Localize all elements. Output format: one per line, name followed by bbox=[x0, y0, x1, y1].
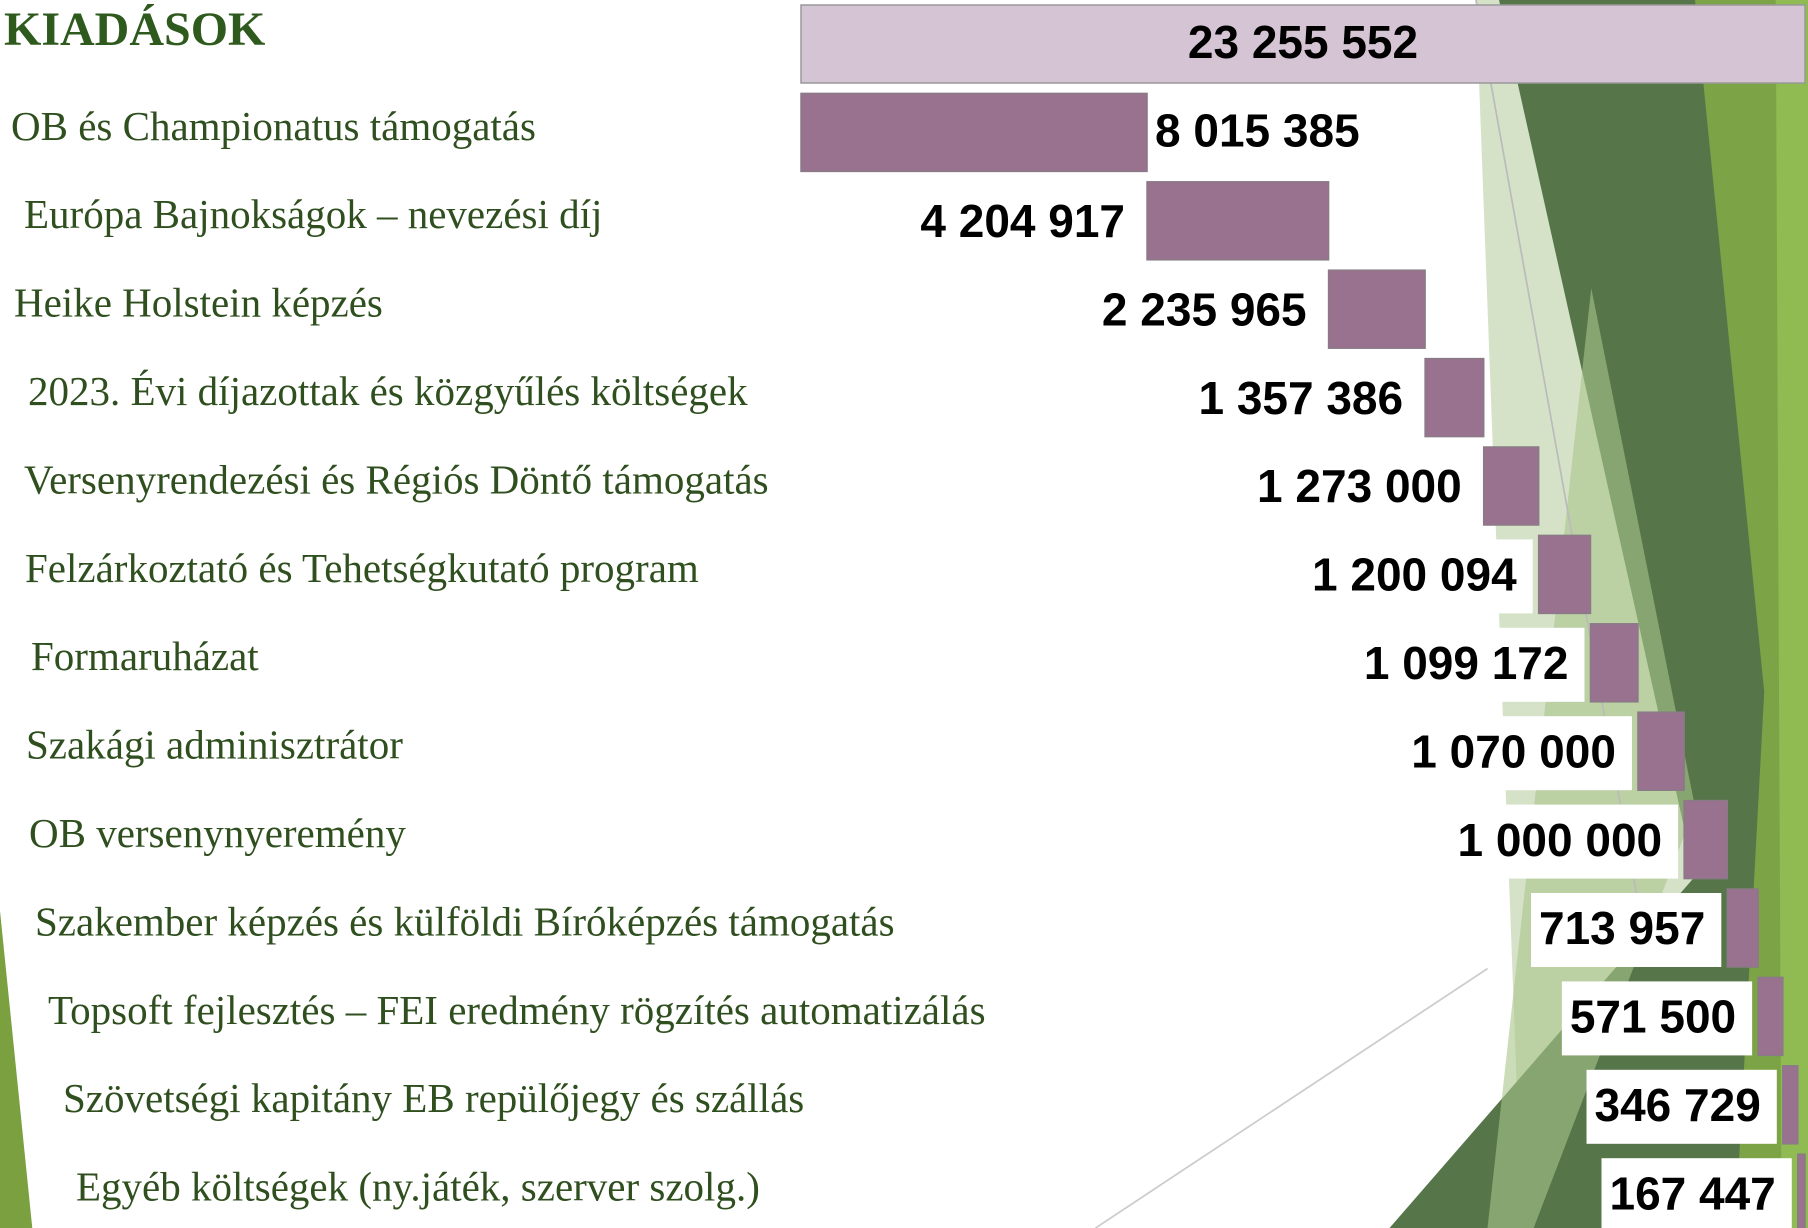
background-decoration bbox=[0, 0, 1808, 1228]
bar bbox=[1783, 1066, 1798, 1144]
category-label: OB és Championatus támogatás bbox=[11, 103, 536, 149]
total-label: 23 255 552 bbox=[1188, 16, 1418, 68]
category-label: Szakember képzés és külföldi Bíróképzés … bbox=[35, 898, 895, 944]
bar bbox=[1684, 801, 1727, 879]
bar bbox=[1638, 712, 1684, 790]
value-label: 2 235 965 bbox=[1102, 283, 1307, 335]
value-label: 1 099 172 bbox=[1364, 637, 1569, 689]
value-label: 346 729 bbox=[1595, 1079, 1761, 1131]
bar bbox=[801, 93, 1147, 171]
bar bbox=[1539, 535, 1591, 613]
bar bbox=[1758, 977, 1783, 1055]
category-label: 2023. Évi díjazottak és közgyűlés költsé… bbox=[28, 368, 748, 414]
value-label: 1 070 000 bbox=[1411, 725, 1616, 777]
value-label: 167 447 bbox=[1609, 1167, 1775, 1219]
value-label: 1 273 000 bbox=[1257, 460, 1462, 512]
category-label: Egyéb költségek (ny.játék, szerver szolg… bbox=[76, 1164, 760, 1210]
bar bbox=[1329, 270, 1426, 348]
value-label: 1 200 094 bbox=[1312, 549, 1517, 601]
bar bbox=[1484, 447, 1539, 525]
value-label: 8 015 385 bbox=[1155, 105, 1360, 157]
category-label: Formaruházat bbox=[31, 633, 259, 679]
value-label: 1 000 000 bbox=[1457, 814, 1662, 866]
chart: KIADÁSOK 23 255 552 OB és Championatus tá… bbox=[0, 0, 1808, 1228]
value-label: 1 357 386 bbox=[1198, 372, 1403, 424]
category-label: Szövetségi kapitány EB repülőjegy és szá… bbox=[63, 1075, 804, 1121]
value-label: 4 204 917 bbox=[920, 195, 1125, 247]
bar bbox=[1425, 359, 1484, 437]
bar bbox=[1147, 182, 1329, 260]
category-label: Szakági adminisztrátor bbox=[26, 722, 403, 768]
category-label: Heike Holstein képzés bbox=[14, 280, 383, 326]
bar bbox=[1590, 624, 1637, 702]
chart-title: KIADÁSOK bbox=[4, 3, 265, 56]
value-label: 713 957 bbox=[1539, 902, 1705, 954]
category-label: OB versenynyeremény bbox=[29, 810, 406, 856]
category-label: Versenyrendezési és Régiós Döntő támogat… bbox=[24, 456, 769, 502]
category-label: Felzárkoztató és Tehetségkutató program bbox=[25, 545, 699, 591]
category-label: Európa Bajnokságok – nevezési díj bbox=[24, 191, 602, 237]
page: {"chart_data": {"type": "waterfall", "ti… bbox=[0, 0, 1808, 1228]
bar bbox=[1727, 889, 1758, 967]
value-label: 571 500 bbox=[1570, 991, 1736, 1043]
bar bbox=[1798, 1154, 1805, 1228]
category-label: Topsoft fejlesztés – FEI eredmény rögzít… bbox=[48, 987, 986, 1033]
